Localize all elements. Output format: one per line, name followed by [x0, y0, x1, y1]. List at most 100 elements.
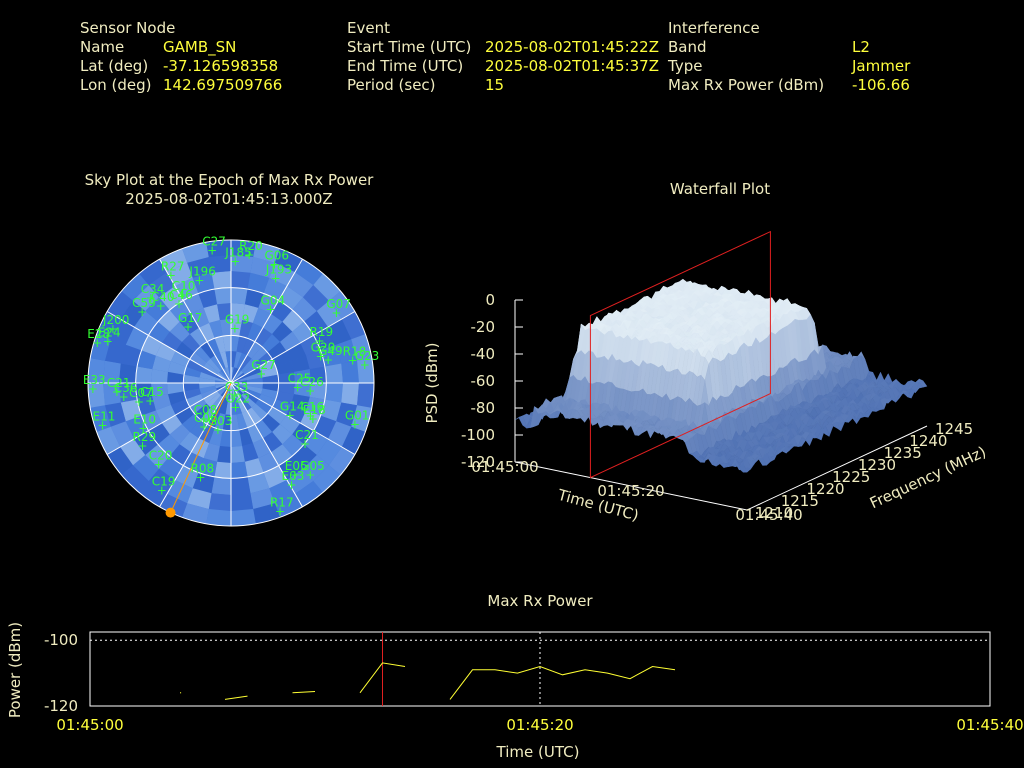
sky-cell [119, 383, 137, 403]
satellite-label: G01 [345, 408, 370, 422]
sky-cell [313, 465, 342, 494]
sky-cell [215, 380, 231, 383]
sky-cell [228, 367, 231, 383]
sky-cell [231, 446, 245, 463]
sky-cell [132, 284, 160, 312]
sky-cell [207, 337, 221, 356]
satellite-marker: + [305, 468, 315, 482]
sky-cell [175, 341, 195, 359]
sky-cell [169, 299, 191, 322]
sky-cell [217, 446, 231, 463]
sky-cell [291, 355, 310, 372]
sky-cell [267, 407, 287, 425]
satellite-marker: + [230, 322, 240, 336]
sky-cell [120, 272, 149, 301]
azimuth-spoke [106, 382, 232, 455]
satellite-label: G07 [326, 297, 351, 311]
sky-cell [280, 331, 301, 351]
sky-cell [336, 339, 358, 364]
sky-cell [138, 258, 167, 285]
sky-cell [200, 388, 218, 399]
sky-cell [336, 402, 358, 427]
sky-cell [292, 321, 315, 343]
sky-cell [233, 351, 242, 368]
sky-cell [258, 359, 277, 373]
satellite-label: R20 [239, 239, 263, 253]
satellite-label: C16 [301, 400, 325, 414]
sky-cell [198, 458, 218, 478]
sky-cell [294, 383, 311, 397]
satellite-marker: + [290, 468, 300, 482]
satellite-marker: + [306, 409, 316, 423]
sky-cell [241, 410, 255, 429]
sky-cell [239, 395, 252, 411]
power-y-tick-label: -100 [44, 631, 78, 649]
sky-cell [218, 370, 231, 383]
power-y-tick-label: -120 [44, 697, 78, 715]
sky-cell [135, 383, 153, 400]
satellite-label: E03 [282, 469, 305, 483]
satellite-marker: + [138, 422, 148, 436]
freq-tick-label: 1245 [935, 420, 973, 438]
sky-cell [231, 461, 248, 479]
azimuth-spoke [159, 258, 232, 384]
sky-cell [200, 341, 215, 359]
satellite-marker: + [145, 394, 155, 408]
interference-type-value: Jammer [852, 57, 911, 75]
sky-cell [279, 286, 303, 310]
sky-cell [295, 481, 324, 508]
sky-cell [302, 284, 330, 312]
sky-cell [206, 358, 221, 373]
sky-cell [236, 335, 248, 353]
sky-cell [252, 438, 271, 459]
satellite-label: J196 [188, 265, 215, 279]
sky-cell [183, 366, 201, 378]
max-power-marker [165, 507, 176, 518]
sky-cell [255, 352, 273, 367]
sky-cell [250, 488, 275, 510]
interference-band-label: Band [668, 38, 707, 56]
sky-cell [239, 355, 252, 371]
satellite-label: C26 [300, 375, 324, 389]
sky-cell [327, 421, 352, 447]
sky-cell [231, 240, 257, 257]
sky-cell [203, 362, 219, 375]
sky-cell [222, 414, 231, 431]
sensor-lat-value: -37.126598358 [163, 57, 279, 75]
satellite-label: E10 [133, 413, 156, 427]
sky-cell [321, 399, 342, 422]
sky-cell [286, 404, 307, 423]
sensor-name-value: GAMB_SN [163, 38, 237, 56]
sky-cell [262, 383, 279, 392]
satellite-marker: + [308, 412, 318, 426]
freq-tick-label: 1220 [806, 480, 844, 498]
sky-cell [247, 341, 262, 359]
satellite-marker: + [256, 367, 266, 381]
sky-cell [183, 383, 200, 392]
waterfall-title: Waterfall Plot [669, 180, 771, 198]
sky-cell [215, 352, 226, 370]
sky-cell [169, 424, 190, 445]
z-axis-label: PSD (dBm) [423, 342, 441, 423]
satellite-label: C10 [172, 279, 196, 293]
sky-cell [179, 432, 199, 453]
azimuth-spoke [230, 258, 303, 384]
sky-cell [231, 255, 254, 273]
interference-band-value: L2 [852, 38, 870, 56]
sky-cell [329, 447, 356, 476]
power-title: Max Rx Power [487, 592, 593, 610]
sky-cell [272, 321, 293, 342]
sky-cell [325, 363, 343, 383]
sky-cell [278, 383, 295, 395]
max-power-direction-line [170, 382, 232, 513]
sky-cell [272, 351, 292, 367]
sky-cell [231, 271, 251, 289]
time-tick-label: 01:45:20 [597, 482, 664, 500]
sky-cell [247, 473, 270, 494]
power-series-segment [292, 691, 316, 694]
sky-cell [200, 407, 215, 425]
sky-cell [203, 391, 219, 404]
sky-cell [261, 388, 279, 400]
